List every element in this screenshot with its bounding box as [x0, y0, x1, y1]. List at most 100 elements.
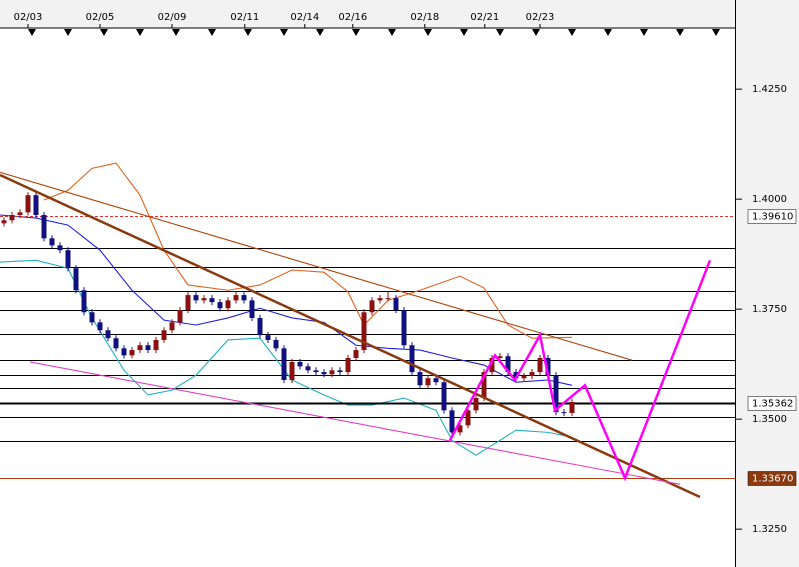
candle-body — [369, 300, 375, 313]
candle-body — [305, 366, 311, 371]
candle-body — [473, 398, 479, 411]
candle-body — [393, 298, 399, 311]
candle-body — [345, 358, 351, 373]
candle-body — [313, 370, 319, 373]
y-tick-label: 1.3750 — [752, 304, 787, 315]
x-tick-label: 02/05 — [86, 12, 115, 23]
candle-body — [441, 382, 447, 411]
candle-body — [465, 410, 471, 426]
candle-body — [33, 195, 39, 215]
time-marker — [136, 29, 144, 36]
y-tick-label: 1.4000 — [752, 194, 787, 205]
time-marker — [640, 29, 648, 36]
x-tick-label: 02/21 — [470, 12, 499, 23]
candle-body — [161, 330, 167, 340]
candle-body — [265, 335, 271, 340]
candle-body — [201, 298, 207, 301]
time-marker — [172, 29, 180, 36]
candle-body — [425, 378, 431, 386]
time-marker — [712, 29, 720, 36]
time-marker — [28, 29, 36, 36]
candle-body — [433, 378, 439, 383]
x-tick-label: 02/03 — [14, 12, 43, 23]
price-label: 1.33670 — [752, 474, 793, 485]
candle-body — [401, 310, 407, 346]
candle-body — [545, 358, 551, 376]
candle-body — [449, 410, 455, 433]
candle-body — [209, 298, 215, 303]
candle-body — [281, 348, 287, 380]
candle-body — [353, 350, 359, 358]
overlay-line — [29, 361, 681, 485]
time-marker — [676, 29, 684, 36]
time-marker — [316, 29, 324, 36]
candle-body — [1, 220, 7, 224]
time-marker — [568, 29, 576, 36]
candle-body — [25, 195, 31, 213]
x-tick-label: 02/16 — [338, 12, 367, 23]
candle-body — [49, 238, 55, 246]
candle-body — [257, 317, 263, 336]
candle-body — [9, 215, 15, 221]
candle-body — [145, 345, 151, 351]
candle-body — [177, 310, 183, 323]
candle-body — [41, 215, 47, 239]
candle-body — [417, 372, 423, 386]
candle-body — [409, 345, 415, 373]
candle-body — [137, 345, 143, 351]
candle-body — [57, 245, 63, 251]
candle-body — [225, 300, 231, 309]
overlay-line — [0, 171, 633, 361]
candle-body — [529, 372, 535, 377]
candle-body — [289, 361, 295, 380]
candle-body — [521, 376, 527, 379]
candle-body — [89, 312, 95, 323]
x-tick-label: 02/23 — [526, 12, 555, 23]
trend-line-heavy — [0, 173, 701, 499]
candle-body — [97, 322, 103, 331]
time-marker — [460, 29, 468, 36]
time-marker — [280, 29, 288, 36]
candle-body — [481, 372, 487, 399]
candle-body — [337, 370, 343, 373]
candle-body — [385, 298, 391, 300]
time-marker — [100, 29, 108, 36]
y-tick-label: 1.3250 — [752, 524, 787, 535]
trend-line-heavy — [448, 259, 712, 482]
y-tick-label: 1.3500 — [752, 414, 787, 425]
candle-body — [457, 425, 463, 433]
candle-body — [329, 370, 335, 375]
time-marker — [64, 29, 72, 36]
candle-body — [569, 402, 575, 413]
overlay-line — [0, 214, 573, 386]
candle-body — [153, 339, 159, 351]
candle-body — [553, 375, 559, 413]
y-tick-label: 1.4250 — [752, 84, 787, 95]
time-marker — [388, 29, 396, 36]
candle-body — [105, 330, 111, 339]
x-tick-label: 02/11 — [230, 12, 259, 23]
time-marker — [244, 29, 252, 36]
x-tick-label: 02/18 — [410, 12, 439, 23]
candle-body — [73, 268, 79, 291]
x-tick-label: 02/09 — [158, 12, 187, 23]
candle-body — [129, 350, 135, 356]
time-marker — [424, 29, 432, 36]
candle-body — [113, 338, 119, 349]
price-label: 1.35362 — [752, 399, 793, 410]
candle-body — [249, 300, 255, 318]
candle-body — [489, 358, 495, 373]
candle-body — [233, 295, 239, 301]
time-marker — [496, 29, 504, 36]
price-label-box — [747, 396, 797, 411]
time-marker — [208, 29, 216, 36]
candle-body — [17, 212, 23, 215]
price-label-box — [747, 209, 797, 224]
candle-body — [65, 250, 71, 269]
candle-body — [505, 356, 511, 373]
candle-body — [193, 295, 199, 301]
candle-body — [81, 290, 87, 313]
candle-body — [185, 295, 191, 311]
